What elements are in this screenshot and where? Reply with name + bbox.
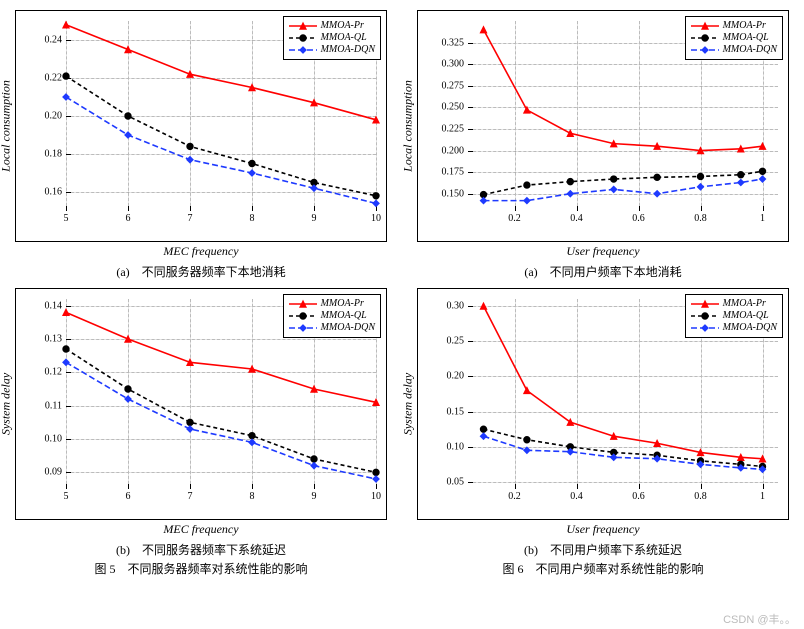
legend-label: MMOA-Pr <box>723 298 766 310</box>
xlabel: MEC frequency <box>16 522 386 537</box>
xtick-label: 5 <box>64 489 69 502</box>
legend-item: MMOA-DQN <box>691 44 777 56</box>
legend-item: MMOA-QL <box>691 310 777 322</box>
legend-item: MMOA-QL <box>289 32 375 44</box>
ytick-label: 0.30 <box>447 301 469 312</box>
chart-panel-p6a: Local consumption 0.1500.1750.2000.2250.… <box>412 10 794 280</box>
legend: MMOA-Pr MMOA-QL MMOA-DQN <box>685 294 783 338</box>
xtick-label: 7 <box>188 211 193 224</box>
legend-label: MMOA-QL <box>723 310 769 322</box>
xtick-label: 0.6 <box>632 489 645 502</box>
ytick-label: 0.15 <box>447 406 469 417</box>
ytick-label: 0.09 <box>45 467 67 478</box>
legend-item: MMOA-QL <box>691 32 777 44</box>
ytick-label: 0.24 <box>45 35 67 46</box>
legend-label: MMOA-Pr <box>321 20 364 32</box>
figure-caption: 图 5 不同服务器频率对系统性能的影响 <box>94 560 307 577</box>
xlabel: MEC frequency <box>16 244 386 259</box>
chart-box: System delay 0.090.100.110.120.130.14567… <box>15 288 387 520</box>
xtick-label: 0.4 <box>570 489 583 502</box>
ylabel: Local consumption <box>401 80 416 172</box>
xtick-label: 0.2 <box>508 489 521 502</box>
ytick-label: 0.10 <box>447 441 469 452</box>
legend-item: MMOA-DQN <box>289 322 375 334</box>
legend: MMOA-Pr MMOA-QL MMOA-DQN <box>283 16 381 60</box>
chart-panel-p5b: System delay 0.090.100.110.120.130.14567… <box>10 288 392 577</box>
legend: MMOA-Pr MMOA-QL MMOA-DQN <box>685 16 783 60</box>
ytick-label: 0.200 <box>442 145 469 156</box>
ytick-label: 0.16 <box>45 187 67 198</box>
chart-grid: Local consumption 0.16 0.18 0.20 0.22 0.24 5 6… <box>10 10 794 577</box>
legend-item: MMOA-Pr <box>691 20 777 32</box>
watermark: CSDN @丰。。 <box>723 611 796 627</box>
xtick-label: 0.2 <box>508 211 521 224</box>
xtick-label: 6 <box>126 489 131 502</box>
chart-panel-p6b: System delay 0.050.100.150.200.250.300.2… <box>412 288 794 577</box>
xtick-label: 8 <box>250 211 255 224</box>
xtick-label: 1 <box>760 489 765 502</box>
legend-item: MMOA-Pr <box>289 298 375 310</box>
xlabel: User frequency <box>418 522 788 537</box>
xtick-label: 0.8 <box>694 211 707 224</box>
legend-item: MMOA-DQN <box>691 322 777 334</box>
subcaption: (b) 不同服务器频率下系统延迟 <box>116 541 286 558</box>
xtick-label: 1 <box>760 211 765 224</box>
ytick-label: 0.10 <box>45 434 67 445</box>
xtick-label: 9 <box>312 211 317 224</box>
ytick-label: 0.20 <box>45 111 67 122</box>
chart-box: Local consumption 0.1500.1750.2000.2250.… <box>417 10 789 242</box>
legend-item: MMOA-Pr <box>691 298 777 310</box>
ytick-label: 0.05 <box>447 476 469 487</box>
legend-item: MMOA-QL <box>289 310 375 322</box>
ytick-label: 0.325 <box>442 37 469 48</box>
xtick-label: 7 <box>188 489 193 502</box>
legend-label: MMOA-QL <box>723 32 769 44</box>
xtick-label: 0.4 <box>570 211 583 224</box>
xtick-label: 8 <box>250 489 255 502</box>
legend-label: MMOA-DQN <box>321 322 375 334</box>
ytick-label: 0.11 <box>45 400 66 411</box>
ylabel: System delay <box>401 373 416 435</box>
ytick-label: 0.14 <box>45 300 67 311</box>
xtick-label: 6 <box>126 211 131 224</box>
chart-box: System delay 0.050.100.150.200.250.300.2… <box>417 288 789 520</box>
ytick-label: 0.225 <box>442 123 469 134</box>
chart-box: Local consumption 0.160.180.200.220.2456… <box>15 10 387 242</box>
legend-label: MMOA-DQN <box>723 44 777 56</box>
legend-item: MMOA-DQN <box>289 44 375 56</box>
xtick-label: 10 <box>371 211 381 224</box>
ytick-label: 0.275 <box>442 80 469 91</box>
chart-panel-p5a: Local consumption 0.160.180.200.220.2456… <box>10 10 392 280</box>
xtick-label: 9 <box>312 489 317 502</box>
ytick-label: 0.13 <box>45 334 67 345</box>
ytick-label: 0.175 <box>442 167 469 178</box>
ylabel: Local consumption <box>0 80 14 172</box>
ytick-label: 0.12 <box>45 367 67 378</box>
subcaption: (a) 不同服务器频率下本地消耗 <box>116 263 285 280</box>
ytick-label: 0.300 <box>442 59 469 70</box>
legend-label: MMOA-QL <box>321 32 367 44</box>
xtick-label: 0.8 <box>694 489 707 502</box>
ytick-label: 0.25 <box>447 336 469 347</box>
legend-label: MMOA-DQN <box>723 322 777 334</box>
ytick-label: 0.150 <box>442 188 469 199</box>
ytick-label: 0.250 <box>442 102 469 113</box>
ytick-label: 0.22 <box>45 73 67 84</box>
legend-label: MMOA-DQN <box>321 44 375 56</box>
subcaption: (a) 不同用户频率下本地消耗 <box>524 263 681 280</box>
legend-item: MMOA-Pr <box>289 20 375 32</box>
legend: MMOA-Pr MMOA-QL MMOA-DQN <box>283 294 381 338</box>
figure-caption: 图 6 不同用户频率对系统性能的影响 <box>502 560 703 577</box>
ytick-label: 0.18 <box>45 149 67 160</box>
xlabel: User frequency <box>418 244 788 259</box>
xtick-label: 5 <box>64 211 69 224</box>
xtick-label: 10 <box>371 489 381 502</box>
ytick-label: 0.20 <box>447 371 469 382</box>
ylabel: System delay <box>0 373 14 435</box>
legend-label: MMOA-QL <box>321 310 367 322</box>
subcaption: (b) 不同用户频率下系统延迟 <box>524 541 682 558</box>
legend-label: MMOA-Pr <box>321 298 364 310</box>
xtick-label: 0.6 <box>632 211 645 224</box>
legend-label: MMOA-Pr <box>723 20 766 32</box>
